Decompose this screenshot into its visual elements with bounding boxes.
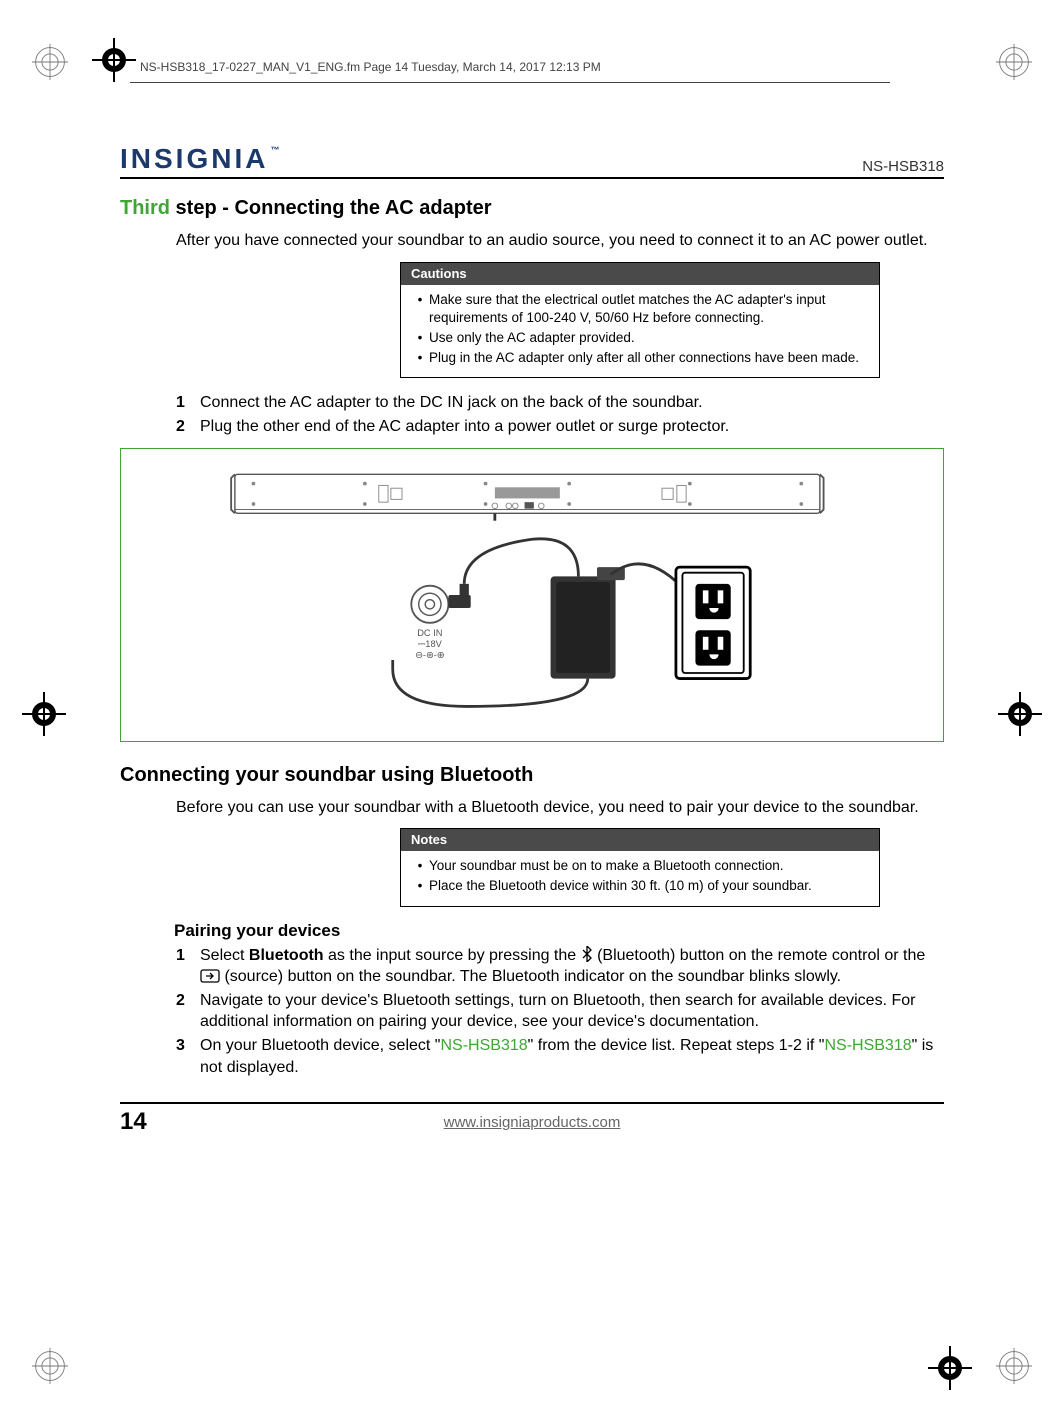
caution-item: •Use only the AC adapter provided. <box>411 329 869 347</box>
cautions-box: Cautions •Make sure that the electrical … <box>400 262 880 379</box>
step-item: 3 On your Bluetooth device, select "NS-H… <box>176 1035 944 1078</box>
svg-text:⊖-⊛-⊕: ⊖-⊛-⊕ <box>415 650 444 660</box>
cautions-list: •Make sure that the electrical outlet ma… <box>411 291 869 368</box>
meta-divider <box>130 82 890 83</box>
notes-list: •Your soundbar must be on to make a Blue… <box>411 857 869 895</box>
notes-label: Notes <box>401 829 457 850</box>
heading-accent: Third <box>120 197 170 219</box>
section1-intro: After you have connected your soundbar t… <box>176 230 944 252</box>
footer-url: www.insigniaproducts.com <box>176 1114 888 1131</box>
step1-text: Select Bluetooth as the input source by … <box>200 945 944 988</box>
step-item: 1 Select Bluetooth as the input source b… <box>176 945 944 988</box>
caution-item: •Make sure that the electrical outlet ma… <box>411 291 869 327</box>
notes-box: Notes •Your soundbar must be on to make … <box>400 828 880 906</box>
brand-logo: INSIGNIA ™ <box>120 143 279 175</box>
page-footer: 14 www.insigniaproducts.com <box>120 1104 944 1136</box>
note-item: •Your soundbar must be on to make a Blue… <box>411 857 869 875</box>
model-number: NS-HSB318 <box>862 158 944 175</box>
step-item: 2Navigate to your device's Bluetooth set… <box>176 990 944 1033</box>
page-meta-line: NS-HSB318_17-0227_MAN_V1_ENG.fm Page 14 … <box>140 60 944 74</box>
dc-voltage-label: ⎓18V <box>418 639 443 649</box>
step-item: 2Plug the other end of the AC adapter in… <box>176 416 944 438</box>
heading-rest: step - Connecting the AC adapter <box>170 197 492 219</box>
section-heading-bluetooth: Connecting your soundbar using Bluetooth <box>120 764 944 787</box>
page-header: INSIGNIA ™ NS-HSB318 <box>120 143 944 179</box>
bluetooth-icon <box>581 946 593 962</box>
pairing-steps-list: 1 Select Bluetooth as the input source b… <box>176 945 944 1079</box>
trademark-symbol: ™ <box>270 145 279 155</box>
page-number: 14 <box>120 1108 176 1136</box>
cautions-label: Cautions <box>401 263 477 284</box>
device-name-link: NS-HSB318 <box>824 1037 911 1054</box>
soundbar-diagram-svg: DC IN ⎓18V ⊖-⊛-⊕ <box>152 465 912 725</box>
note-item: •Place the Bluetooth device within 30 ft… <box>411 877 869 895</box>
brand-text: INSIGNIA <box>120 143 268 175</box>
ac-steps-list: 1Connect the AC adapter to the DC IN jac… <box>176 392 944 437</box>
section2-intro: Before you can use your soundbar with a … <box>176 797 944 819</box>
step-item: 1Connect the AC adapter to the DC IN jac… <box>176 392 944 414</box>
section-heading-ac-adapter: Third step - Connecting the AC adapter <box>120 197 944 220</box>
page-content: NS-HSB318_17-0227_MAN_V1_ENG.fm Page 14 … <box>0 0 1064 1428</box>
dc-in-label: DC IN <box>417 628 442 638</box>
source-icon <box>200 969 220 983</box>
step3-text: On your Bluetooth device, select "NS-HSB… <box>200 1035 944 1078</box>
pairing-heading: Pairing your devices <box>174 921 944 941</box>
device-name-link: NS-HSB318 <box>440 1037 527 1054</box>
connection-diagram: DC IN ⎓18V ⊖-⊛-⊕ <box>120 448 944 742</box>
caution-item: •Plug in the AC adapter only after all o… <box>411 349 869 367</box>
